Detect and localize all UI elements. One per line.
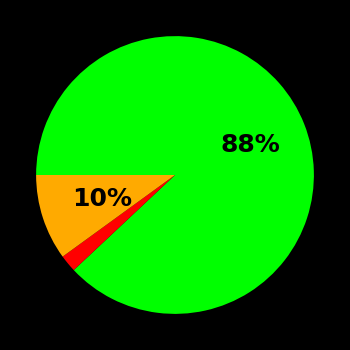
Wedge shape bbox=[36, 175, 175, 257]
Wedge shape bbox=[36, 36, 314, 314]
Text: 88%: 88% bbox=[220, 133, 280, 158]
Text: 10%: 10% bbox=[72, 187, 132, 211]
Wedge shape bbox=[63, 175, 175, 270]
